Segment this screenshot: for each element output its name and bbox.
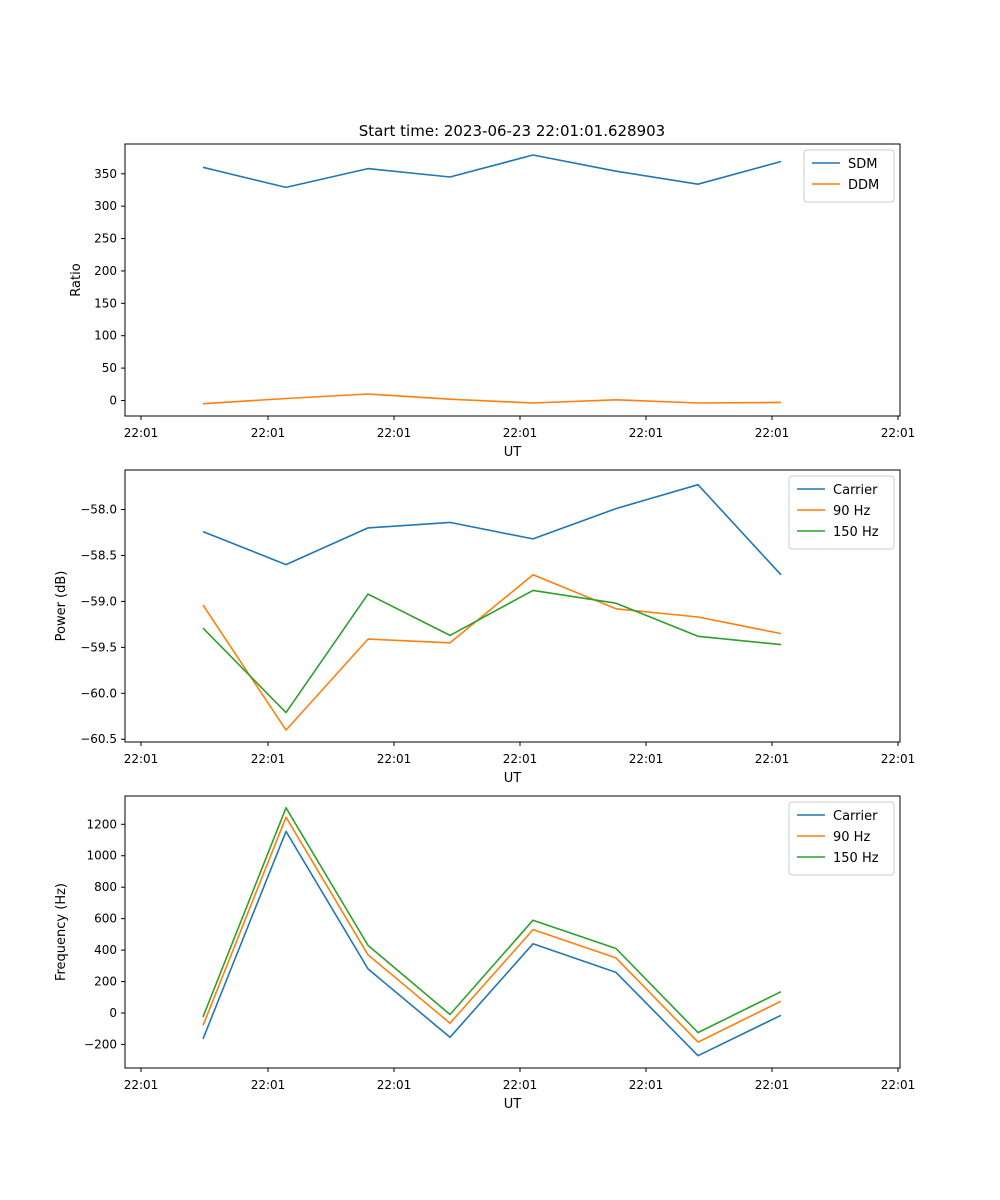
x-tick-label: 22:01 [881,1078,916,1092]
legend-label: DDM [848,178,879,193]
x-tick-label: 22:01 [377,752,412,766]
y-tick-label: 800 [94,880,117,894]
x-tick-label: 22:01 [251,426,286,440]
subplot-3: −200 0 200 400 600 800 1000 1200 22:01 22:01 22:01… [54,795,916,1112]
y-axis-label: Ratio [69,263,84,296]
y-tick-label: 400 [94,943,117,957]
series-line-150-hz [202,589,782,714]
figure-title: Start time: 2023-06-23 22:01:01.628903 [359,122,665,140]
x-axis-label: UT [504,771,522,786]
axes-frame [124,143,901,417]
series-line-ddm [202,393,782,405]
y-tick-label: −58.5 [80,548,117,562]
x-tick-label: 22:01 [503,1078,538,1092]
x-tick-label: 22:01 [755,752,790,766]
x-tick-label: 22:01 [124,752,159,766]
subplots: 0 50 100 150 200 250 300 350 22:01 22:01 22:01 22:0… [54,143,916,1112]
y-tick-label: −60.5 [80,732,117,746]
y-tick-label: 1200 [86,817,117,831]
x-tick-label: 22:01 [251,752,286,766]
series-line-carrier [202,483,782,576]
subplot-1: 0 50 100 150 200 250 300 350 22:01 22:01 22:01 22:0… [69,143,916,460]
x-tick-label: 22:01 [124,1078,159,1092]
legend-label: 150 Hz [833,851,879,866]
y-axis-label: Frequency (Hz) [54,883,69,981]
x-tick-label: 22:01 [503,426,538,440]
y-tick-label: −200 [84,1037,117,1051]
y-tick-label: −59.0 [80,594,117,608]
x-tick-label: 22:01 [629,426,664,440]
legend-label: Carrier [833,483,878,498]
x-tick-label: 22:01 [503,752,538,766]
y-tick-label: 600 [94,912,117,926]
legend: Carrier 90 Hz 150 Hz [788,801,895,876]
legend-label: 150 Hz [833,525,879,540]
x-tick-label: 22:01 [377,426,412,440]
x-axis-label: UT [504,445,522,460]
y-tick-label: 1000 [86,849,117,863]
y-tick-label: −60.0 [80,686,117,700]
x-axis-label: UT [504,1097,522,1112]
series-line-90-hz [202,816,782,1043]
legend-label: Carrier [833,809,878,824]
y-tick-label: 200 [94,975,117,989]
y-tick-label: 300 [94,199,117,213]
y-tick-label: 0 [109,393,117,407]
subplot-2: −60.5 −60.0 −59.5 −59.0 −58.5 −58.0 22:01 22:01… [54,469,916,786]
x-tick-label: 22:01 [629,1078,664,1092]
y-tick-label: 50 [102,361,117,375]
series-line-sdm [202,154,782,189]
x-tick-label: 22:01 [755,1078,790,1092]
x-tick-label: 22:01 [881,752,916,766]
y-tick-label: 150 [94,296,117,310]
x-tick-label: 22:01 [377,1078,412,1092]
x-tick-label: 22:01 [629,752,664,766]
x-tick-label: 22:01 [124,426,159,440]
y-tick-label: 100 [94,329,117,343]
legend: SDM DDM [803,149,895,203]
legend: Carrier 90 Hz 150 Hz [788,475,895,550]
series-line-90-hz [202,573,782,731]
legend-label: SDM [848,157,877,172]
y-tick-label: 0 [109,1006,117,1020]
legend-label: 90 Hz [833,830,870,845]
x-tick-label: 22:01 [251,1078,286,1092]
axes-frame [124,469,901,743]
series-line-150-hz [202,806,782,1034]
legend-label: 90 Hz [833,504,870,519]
y-tick-label: −59.5 [80,640,117,654]
axes-frame [124,795,901,1069]
x-tick-label: 22:01 [881,426,916,440]
y-axis-label: Power (dB) [54,571,69,642]
y-tick-label: 250 [94,232,117,246]
x-tick-label: 22:01 [755,426,790,440]
y-tick-label: −58.0 [80,503,117,517]
series-line-carrier [202,830,782,1057]
y-tick-label: 350 [94,167,117,181]
y-tick-label: 200 [94,264,117,278]
